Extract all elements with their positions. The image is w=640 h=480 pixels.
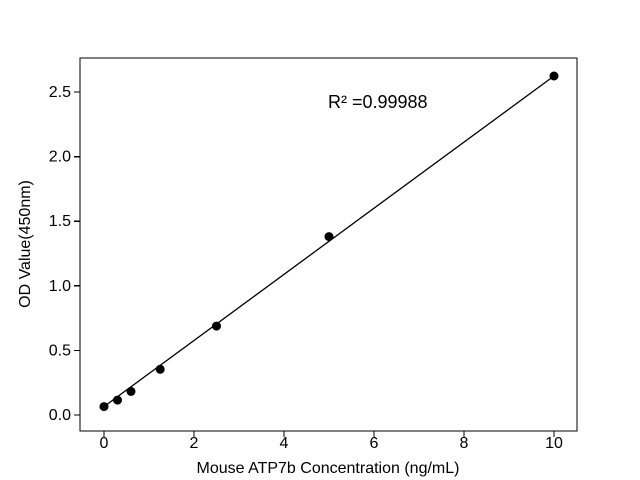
svg-text:2.5: 2.5 [49,84,71,101]
svg-text:6: 6 [370,435,379,452]
svg-text:1.0: 1.0 [49,278,71,295]
svg-text:0.0: 0.0 [49,407,71,424]
svg-text:2.0: 2.0 [49,149,71,166]
svg-text:0: 0 [100,435,109,452]
svg-text:OD Value(450nm): OD Value(450nm) [17,180,34,308]
svg-text:10: 10 [545,435,563,452]
svg-text:R² =0.99988: R² =0.99988 [328,92,428,112]
svg-text:Mouse ATP7b Concentration (ng/: Mouse ATP7b Concentration (ng/mL) [197,460,460,477]
svg-text:2: 2 [190,435,199,452]
svg-text:1.5: 1.5 [49,213,71,230]
svg-text:8: 8 [460,435,469,452]
svg-text:0.5: 0.5 [49,342,71,359]
svg-text:4: 4 [280,435,289,452]
